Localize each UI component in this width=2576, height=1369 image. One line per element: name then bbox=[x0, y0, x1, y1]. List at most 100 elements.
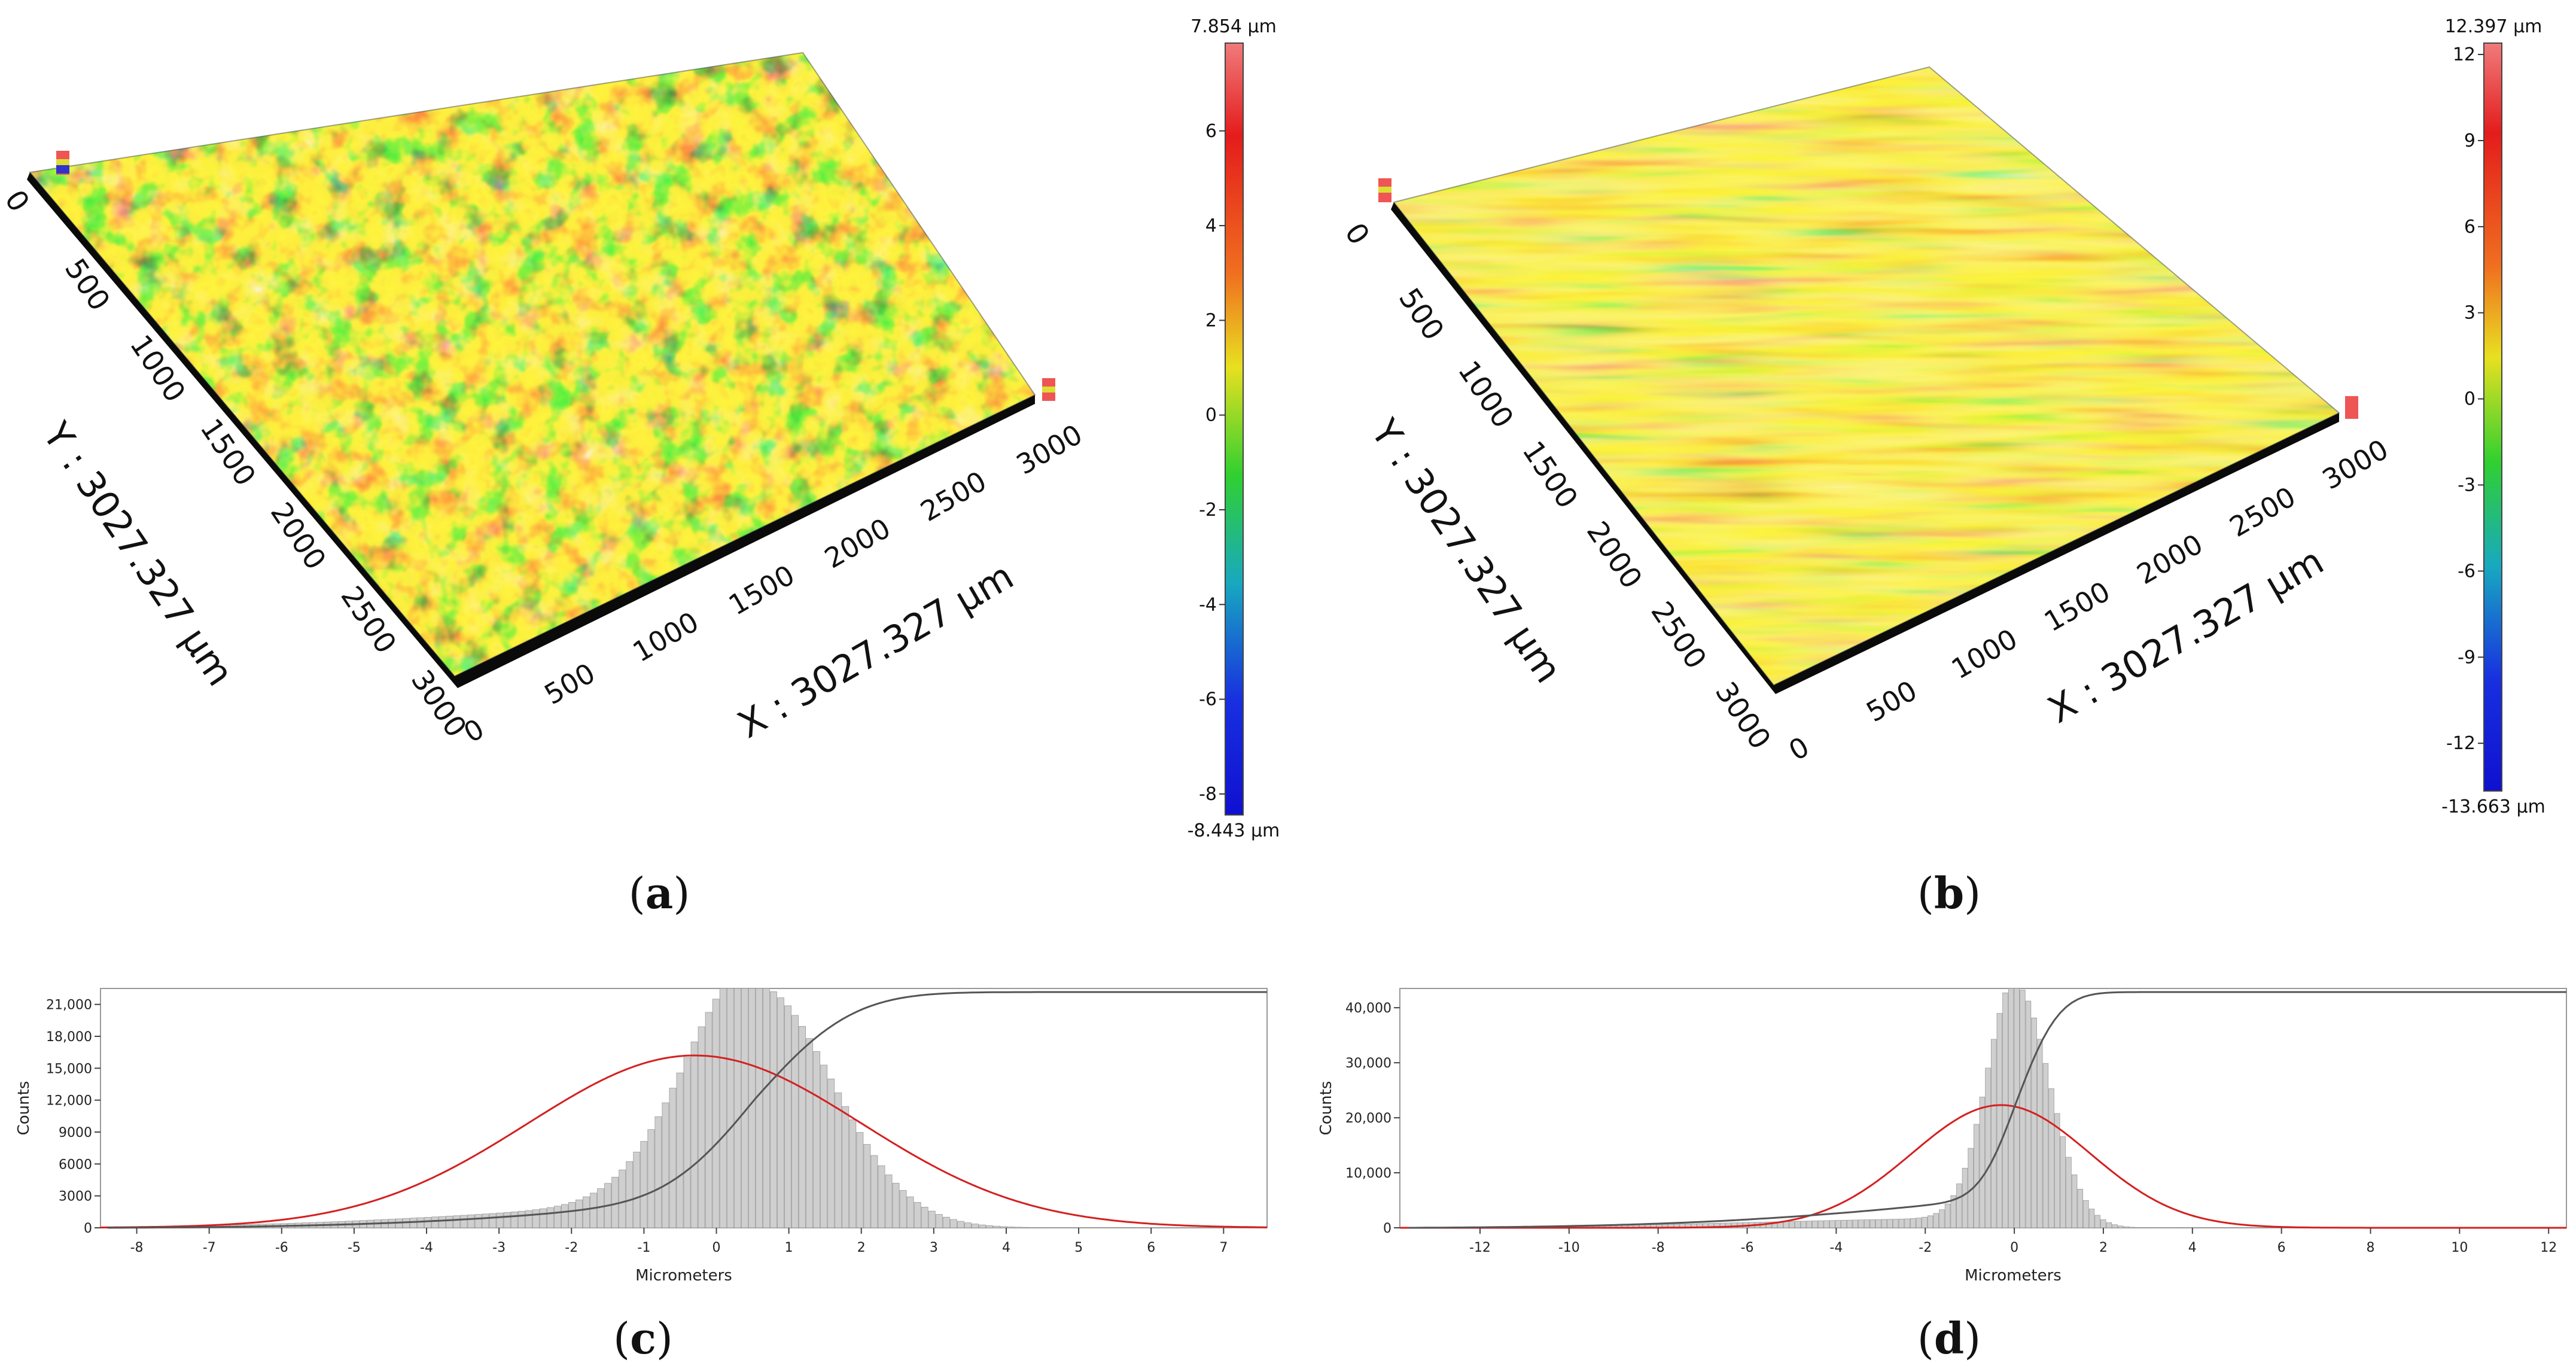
histogram-bar bbox=[733, 988, 741, 1228]
histogram-bar bbox=[928, 1210, 936, 1228]
axis-tick-label: 3000 bbox=[1011, 418, 1088, 480]
histogram-bar bbox=[835, 1092, 842, 1228]
histogram-bar bbox=[964, 1222, 972, 1228]
histogram-bar bbox=[546, 1207, 554, 1228]
histogram-c-fit-curve bbox=[101, 1054, 1267, 1228]
histogram-bar bbox=[460, 1215, 468, 1228]
histogram-bar bbox=[2008, 988, 2014, 1228]
histogram-bar bbox=[1869, 1219, 1875, 1228]
histogram-bar bbox=[1823, 1220, 1829, 1228]
histogram-bar bbox=[640, 1141, 648, 1228]
histogram-bar bbox=[2025, 1000, 2032, 1228]
axis-tick-label: 1000 bbox=[1451, 355, 1520, 434]
histogram-c-y-ticks: 0 3000 6000 9000 12,000 15,000 18,000 21,000 bbox=[46, 998, 101, 1236]
axis-tick-label: 2000 bbox=[1580, 515, 1649, 595]
histogram-bar bbox=[439, 1216, 446, 1228]
histogram-bar bbox=[784, 1005, 791, 1228]
histogram-bar bbox=[2112, 1224, 2118, 1228]
histogram-bar bbox=[1835, 1220, 1841, 1228]
x-tick-label: 4 bbox=[1002, 1240, 1010, 1255]
axis-tick-label: 2500 bbox=[915, 465, 992, 528]
colorbar-tick-label: -12 bbox=[2446, 733, 2475, 754]
histogram-bar bbox=[1962, 1167, 1968, 1228]
x-tick-label: 2 bbox=[2099, 1240, 2108, 1255]
histogram-bar bbox=[503, 1212, 511, 1228]
histogram-bar bbox=[863, 1144, 871, 1228]
x-tick-label: 10 bbox=[2451, 1240, 2468, 1255]
histogram-bar bbox=[1996, 1013, 2003, 1228]
histogram-bar bbox=[2117, 1225, 2124, 1228]
colorbar-tick-label: -4 bbox=[1199, 594, 1217, 615]
x-tick-label: -7 bbox=[203, 1240, 216, 1255]
histogram-bar bbox=[590, 1192, 597, 1228]
histogram-bar bbox=[870, 1155, 878, 1228]
histogram-bar bbox=[1864, 1219, 1870, 1228]
colorbar-tick-label: 6 bbox=[1205, 121, 1217, 142]
y-tick-label: 10,000 bbox=[1345, 1166, 1391, 1181]
histogram-bar bbox=[2094, 1215, 2100, 1228]
x-tick-label: -3 bbox=[492, 1240, 506, 1255]
axis-tick-label: 500 bbox=[1861, 674, 1922, 729]
histogram-d-y-ticks: 0 10,000 20,000 30,000 40,000 bbox=[1345, 1001, 1400, 1236]
histogram-bar bbox=[654, 1116, 662, 1228]
x-tick-label: -12 bbox=[1469, 1240, 1491, 1255]
histogram-d: -12 -10 -8 -6 -4 -2 0 2 4 6 8 10 12 0 10,000 20,000 30,… bbox=[1317, 988, 2567, 1285]
x-tick-label: -10 bbox=[1558, 1240, 1580, 1255]
histogram-bar bbox=[935, 1214, 943, 1228]
axis-tick-label: 2000 bbox=[2132, 528, 2208, 591]
y-tick-label: 0 bbox=[1383, 1221, 1391, 1236]
histogram-bar bbox=[2066, 1157, 2072, 1228]
histogram-bar bbox=[489, 1213, 497, 1228]
y-tick-label: 0 bbox=[84, 1221, 92, 1236]
histogram-bar bbox=[942, 1216, 950, 1228]
histogram-bar bbox=[993, 1225, 1000, 1228]
histogram-bar bbox=[2048, 1088, 2054, 1228]
histogram-bar bbox=[2060, 1136, 2066, 1228]
x-tick-label: 4 bbox=[2188, 1240, 2197, 1255]
axis-tick-label: 500 bbox=[1392, 282, 1451, 346]
histogram-bar bbox=[972, 1224, 979, 1228]
histogram-bar bbox=[726, 988, 734, 1228]
colorbar-tick-label: 3 bbox=[2464, 303, 2475, 324]
x-tick-label: -2 bbox=[1919, 1240, 1932, 1255]
histogram-bar bbox=[777, 997, 784, 1228]
histogram-bar bbox=[914, 1202, 921, 1228]
histogram-bar bbox=[633, 1151, 641, 1228]
histogram-bar bbox=[1806, 1221, 1812, 1228]
y-tick-label: 30,000 bbox=[1345, 1056, 1391, 1071]
colorbar-a-max-label: 7.854 µm bbox=[1190, 16, 1277, 37]
histogram-bar bbox=[856, 1132, 864, 1228]
histogram-bar bbox=[467, 1214, 475, 1228]
histogram-bar bbox=[806, 1038, 814, 1228]
histogram-bar bbox=[1956, 1184, 1962, 1228]
histogram-bar bbox=[1922, 1216, 1928, 1228]
histogram-bar bbox=[1893, 1219, 1899, 1228]
surface-a-corner-markers bbox=[56, 151, 1055, 401]
axis-tick-label: 2000 bbox=[819, 512, 896, 574]
colorbar-tick-label: 12 bbox=[2453, 44, 2475, 65]
histogram-bar bbox=[1950, 1195, 1956, 1228]
histogram-bar bbox=[1916, 1218, 1922, 1228]
histogram-bar bbox=[820, 1064, 828, 1228]
x-tick-label: 6 bbox=[2277, 1240, 2286, 1255]
histogram-bar bbox=[1841, 1219, 1847, 1228]
histogram-bar bbox=[2002, 992, 2008, 1228]
histogram-bar bbox=[1974, 1124, 1980, 1228]
histogram-bar bbox=[431, 1216, 439, 1228]
histogram-bar bbox=[813, 1051, 821, 1228]
x-tick-label: 0 bbox=[712, 1240, 721, 1255]
histogram-bar bbox=[424, 1217, 432, 1228]
histogram-bar bbox=[2031, 1017, 2037, 1228]
x-tick-label: 8 bbox=[2367, 1240, 2375, 1255]
y-tick-label: 15,000 bbox=[46, 1061, 92, 1076]
colorbar-b: 12.397 µm -13.663 µm 12 9 6 3 0 -3 -6 -9 -12 bbox=[2441, 16, 2545, 817]
axis-tick-label: 0 bbox=[0, 184, 36, 218]
caption-c: (c) bbox=[613, 1313, 673, 1364]
histogram-d-fit-curve bbox=[1400, 1104, 2566, 1229]
axis-tick-label: 3000 bbox=[2317, 433, 2394, 495]
histogram-c-cumulative-curve bbox=[108, 991, 1267, 1229]
caption-d: (d) bbox=[1917, 1313, 1981, 1364]
histogram-d-cumulative-curve bbox=[1408, 991, 2566, 1229]
histogram-bar bbox=[517, 1210, 525, 1228]
